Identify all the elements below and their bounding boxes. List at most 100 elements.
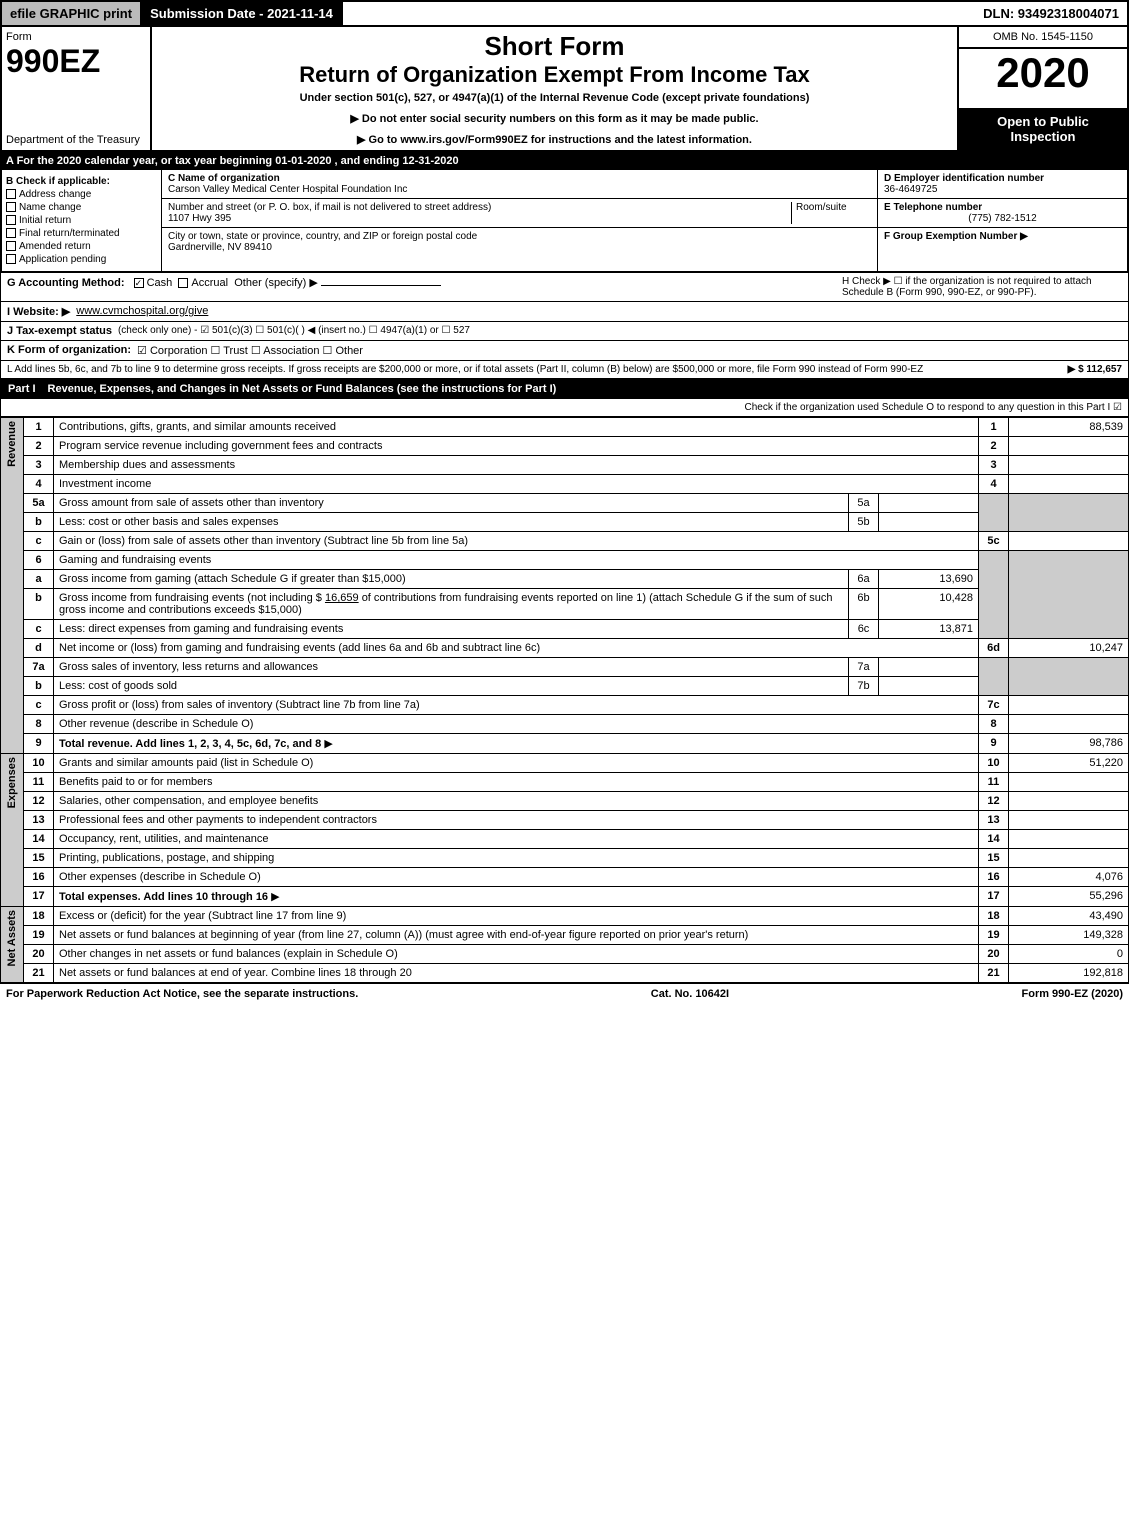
line-9-amt: 98,786 [1009,734,1129,754]
box-j: J Tax-exempt status (check only one) - ☑… [0,322,1129,341]
line-6d-desc: Net income or (loss) from gaming and fun… [54,639,979,658]
cash-checkbox[interactable] [134,278,144,288]
line-12-desc: Salaries, other compensation, and employ… [54,792,979,811]
line-4-amt [1009,475,1129,494]
line-6b-num: b [24,589,54,620]
line-5a-ref: 5a [849,494,879,513]
opt-amended-return[interactable]: Amended return [6,241,157,252]
line-6a-ref: 6a [849,570,879,589]
line-12-ref: 12 [979,792,1009,811]
omb-number: OMB No. 1545-1150 [959,27,1127,49]
opt-application-pending[interactable]: Application pending [6,254,157,265]
line-3-num: 3 [24,456,54,475]
part-1-checkbox[interactable]: ☑ [1113,402,1122,413]
goto-note: ▶ Go to www.irs.gov/Form990EZ for instru… [160,133,949,146]
line-15-amt [1009,849,1129,868]
opt-initial-return[interactable]: Initial return [6,215,157,226]
line-6a-num: a [24,570,54,589]
line-6c-desc: Less: direct expenses from gaming and fu… [54,620,849,639]
line-1-desc: Contributions, gifts, grants, and simila… [54,418,979,437]
line-6b-desc: Gross income from fundraising events (no… [54,589,849,620]
line-3-ref: 3 [979,456,1009,475]
line-8-desc: Other revenue (describe in Schedule O) [54,715,979,734]
group-exemption-label: F Group Exemption Number ▶ [884,231,1028,242]
box-f: F Group Exemption Number ▶ [878,228,1127,245]
line-14-amt [1009,830,1129,849]
line-7a-sub [879,658,979,677]
line-19-desc: Net assets or fund balances at beginning… [54,926,979,945]
line-8-amt [1009,715,1129,734]
netassets-side: Net Assets [1,907,24,983]
city-row: City or town, state or province, country… [162,228,877,256]
line-4-ref: 4 [979,475,1009,494]
line-17-desc: Total expenses. Add lines 10 through 16 … [54,887,979,907]
line-6d-num: d [24,639,54,658]
ssn-note: ▶ Do not enter social security numbers o… [160,112,949,125]
shaded-5 [979,494,1009,532]
line-5c-amt [1009,532,1129,551]
line-20-ref: 20 [979,945,1009,964]
info-grid: B Check if applicable: Address change Na… [0,170,1129,273]
k-label: K Form of organization: [7,344,131,357]
website-value[interactable]: www.cvmchospital.org/give [76,305,208,318]
line-2-ref: 2 [979,437,1009,456]
line-6b-val: 16,659 [325,592,359,604]
opt-address-change[interactable]: Address change [6,189,157,200]
line-9-desc: Total revenue. Add lines 1, 2, 3, 4, 5c,… [54,734,979,754]
line-4-desc: Investment income [54,475,979,494]
line-17-ref: 17 [979,887,1009,907]
line-7a-num: 7a [24,658,54,677]
opt-final-return[interactable]: Final return/terminated [6,228,157,239]
line-12-amt [1009,792,1129,811]
addr-value: 1107 Hwy 395 [168,213,791,224]
box-k: K Form of organization: ☑ Corporation ☐ … [0,341,1129,361]
line-14-desc: Occupancy, rent, utilities, and maintena… [54,830,979,849]
line-6a-desc: Gross income from gaming (attach Schedul… [54,570,849,589]
g-label: G Accounting Method: [7,277,125,289]
period-row: A For the 2020 calendar year, or tax yea… [0,152,1129,170]
line-5c-ref: 5c [979,532,1009,551]
shaded-6-amt [1009,551,1129,639]
box-c: C Name of organization Carson Valley Med… [162,170,877,271]
line-21-desc: Net assets or fund balances at end of ye… [54,964,979,983]
lines-table: Revenue 1 Contributions, gifts, grants, … [0,417,1129,983]
efile-print-button[interactable]: efile GRAPHIC print [2,2,142,25]
box-b-title: B Check if applicable: [6,176,157,187]
line-2-amt [1009,437,1129,456]
line-6c-ref: 6c [849,620,879,639]
line-15-num: 15 [24,849,54,868]
phone-label: E Telephone number [884,202,1121,213]
line-10-ref: 10 [979,754,1009,773]
l-text: L Add lines 5b, 6c, and 7b to line 9 to … [7,364,923,375]
line-3-desc: Membership dues and assessments [54,456,979,475]
line-6a-sub: 13,690 [879,570,979,589]
line-18-num: 18 [24,907,54,926]
line-16-desc: Other expenses (describe in Schedule O) [54,868,979,887]
line-21-amt: 192,818 [1009,964,1129,983]
expenses-side: Expenses [1,754,24,907]
opt-name-change[interactable]: Name change [6,202,157,213]
box-h: H Check ▶ ☐ if the organization is not r… [842,276,1122,298]
open-inspection: Open to Public Inspection [959,108,1127,150]
org-name-label: C Name of organization [168,173,871,184]
accrual-checkbox[interactable] [178,278,188,288]
org-name: Carson Valley Medical Center Hospital Fo… [168,184,871,195]
line-21-num: 21 [24,964,54,983]
line-1-ref: 1 [979,418,1009,437]
line-8-num: 8 [24,715,54,734]
line-6-desc: Gaming and fundraising events [54,551,979,570]
box-e: E Telephone number (775) 782-1512 [878,199,1127,228]
line-5a-desc: Gross amount from sale of assets other t… [54,494,849,513]
k-text: ☑ Corporation ☐ Trust ☐ Association ☐ Ot… [137,344,363,357]
header-left: Form 990EZ Department of the Treasury [2,27,152,150]
ein-label: D Employer identification number [884,173,1121,184]
org-name-row: C Name of organization Carson Valley Med… [162,170,877,199]
dept-treasury: Department of the Treasury [6,134,146,146]
line-2-num: 2 [24,437,54,456]
footer-center: Cat. No. 10642I [651,988,729,1000]
line-20-num: 20 [24,945,54,964]
topbar-spacer [343,2,975,25]
top-bar: efile GRAPHIC print Submission Date - 20… [0,0,1129,27]
line-7c-ref: 7c [979,696,1009,715]
line-13-amt [1009,811,1129,830]
